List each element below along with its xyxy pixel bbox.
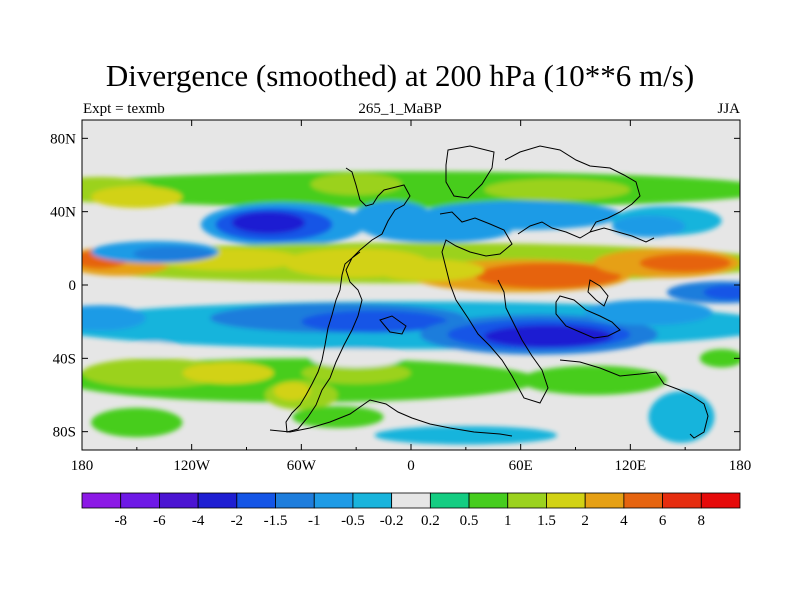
colorbar-label: -0.5 xyxy=(341,513,365,529)
contour-region xyxy=(292,406,384,428)
coastline-antarctica xyxy=(269,399,513,437)
contour-region xyxy=(82,305,146,331)
contour-region xyxy=(91,186,183,208)
x-tick-label: 180 xyxy=(71,458,94,474)
contour-region xyxy=(520,365,667,395)
case-label: 265_1_MaBP xyxy=(358,101,442,117)
contour-region xyxy=(374,426,558,445)
contour-region xyxy=(699,349,740,368)
contour-region xyxy=(365,217,512,243)
colorbar-label: 8 xyxy=(698,513,706,529)
plot-background xyxy=(82,120,740,450)
contour-region xyxy=(301,310,448,333)
colorbar-label: -8 xyxy=(114,513,127,529)
x-tick-label: 120W xyxy=(173,458,211,474)
y-tick-label: 40N xyxy=(50,205,76,221)
contour-region xyxy=(273,382,311,401)
colorbar-label: -4 xyxy=(192,513,205,529)
contour-region xyxy=(133,341,178,357)
colorbar-swatch xyxy=(313,492,354,509)
contour-region xyxy=(612,215,686,238)
colorbar-label: 4 xyxy=(620,513,628,529)
coastline-southeast-asia xyxy=(555,295,621,339)
colorbar-label: -6 xyxy=(153,513,166,529)
colorbar-swatch xyxy=(391,492,431,509)
y-tick-label: 40S xyxy=(53,351,76,367)
contour-region xyxy=(82,358,229,388)
continent-outlines xyxy=(269,145,709,439)
contour-region xyxy=(648,391,715,443)
colorbar-label: 1.5 xyxy=(537,513,556,529)
colorbar-swatch xyxy=(468,492,509,509)
colorbar-swatch xyxy=(236,492,276,509)
coastline-australia xyxy=(559,359,709,439)
coastline-asia-east xyxy=(589,227,655,243)
colorbar-label: 0.2 xyxy=(421,513,440,529)
contour-region xyxy=(182,362,274,384)
colorbar-label: 2 xyxy=(581,513,589,529)
colorbar-swatch xyxy=(159,492,199,509)
contour-region xyxy=(484,325,613,348)
colorbar-swatch xyxy=(429,492,470,509)
season-label: JJA xyxy=(717,101,740,117)
y-axis: 80N 40N 0 40S 80S xyxy=(50,131,740,441)
coastline-india xyxy=(587,279,609,307)
contour-region xyxy=(703,285,740,300)
colorbar-swatch xyxy=(700,492,741,509)
x-tick-label: 60E xyxy=(509,458,533,474)
coastline-greenland xyxy=(445,145,495,199)
y-tick-label: 80S xyxy=(53,425,76,441)
x-axis: 180 120W 60W 0 60E 120E 180 xyxy=(71,120,752,474)
contour-region xyxy=(133,246,214,262)
contour-region xyxy=(231,211,305,234)
colorbar-swatch xyxy=(81,492,122,509)
y-tick-label: 80N xyxy=(50,131,76,147)
colorbar-label: -0.2 xyxy=(380,513,404,529)
coastline-africa-europe xyxy=(439,211,549,404)
coastline-americas xyxy=(285,167,411,433)
divergence-field xyxy=(82,171,740,445)
contour-region xyxy=(374,259,485,282)
colorbar-swatch xyxy=(507,492,547,509)
experiment-label: Expt = texmb xyxy=(83,101,165,117)
colorbar-label: 6 xyxy=(659,513,667,529)
colorbar-swatch xyxy=(120,492,160,509)
coastline-madagascar xyxy=(379,315,407,335)
contour-region xyxy=(639,253,731,273)
contour-region xyxy=(484,178,631,201)
colorbar-label: -2 xyxy=(231,513,244,529)
chart-title: Divergence (smoothed) at 200 hPa (10**6 … xyxy=(105,58,695,93)
contour-region xyxy=(474,263,622,289)
coastline-eurasia-north xyxy=(504,145,641,239)
contour-region xyxy=(310,349,402,368)
colorbar-swatch xyxy=(584,492,625,509)
colorbar-swatch xyxy=(662,492,702,509)
contour-region xyxy=(584,299,713,326)
contour-region xyxy=(301,362,412,384)
colorbar-swatch xyxy=(352,492,393,509)
colorbar-swatch xyxy=(275,492,315,509)
colorbar-label: -1.5 xyxy=(264,513,288,529)
y-tick-label: 0 xyxy=(69,278,77,294)
x-tick-label: 180 xyxy=(729,458,752,474)
x-tick-label: 0 xyxy=(407,458,415,474)
colorbar-label: -1 xyxy=(308,513,321,529)
x-tick-label: 120E xyxy=(614,458,646,474)
colorbar-label: 1 xyxy=(504,513,512,529)
colorbar-label: 0.5 xyxy=(460,513,479,529)
colorbar-swatch xyxy=(623,492,663,509)
colorbar-swatch xyxy=(546,492,586,509)
colorbar: -8 -6 -4 -2 -1.5 -1 -0.5 -0.2 0.2 0.5 1 1.5 2 4 6 8 xyxy=(81,492,741,529)
x-tick-label: 60W xyxy=(287,458,317,474)
contour-region xyxy=(91,407,183,438)
colorbar-swatch xyxy=(197,492,238,509)
